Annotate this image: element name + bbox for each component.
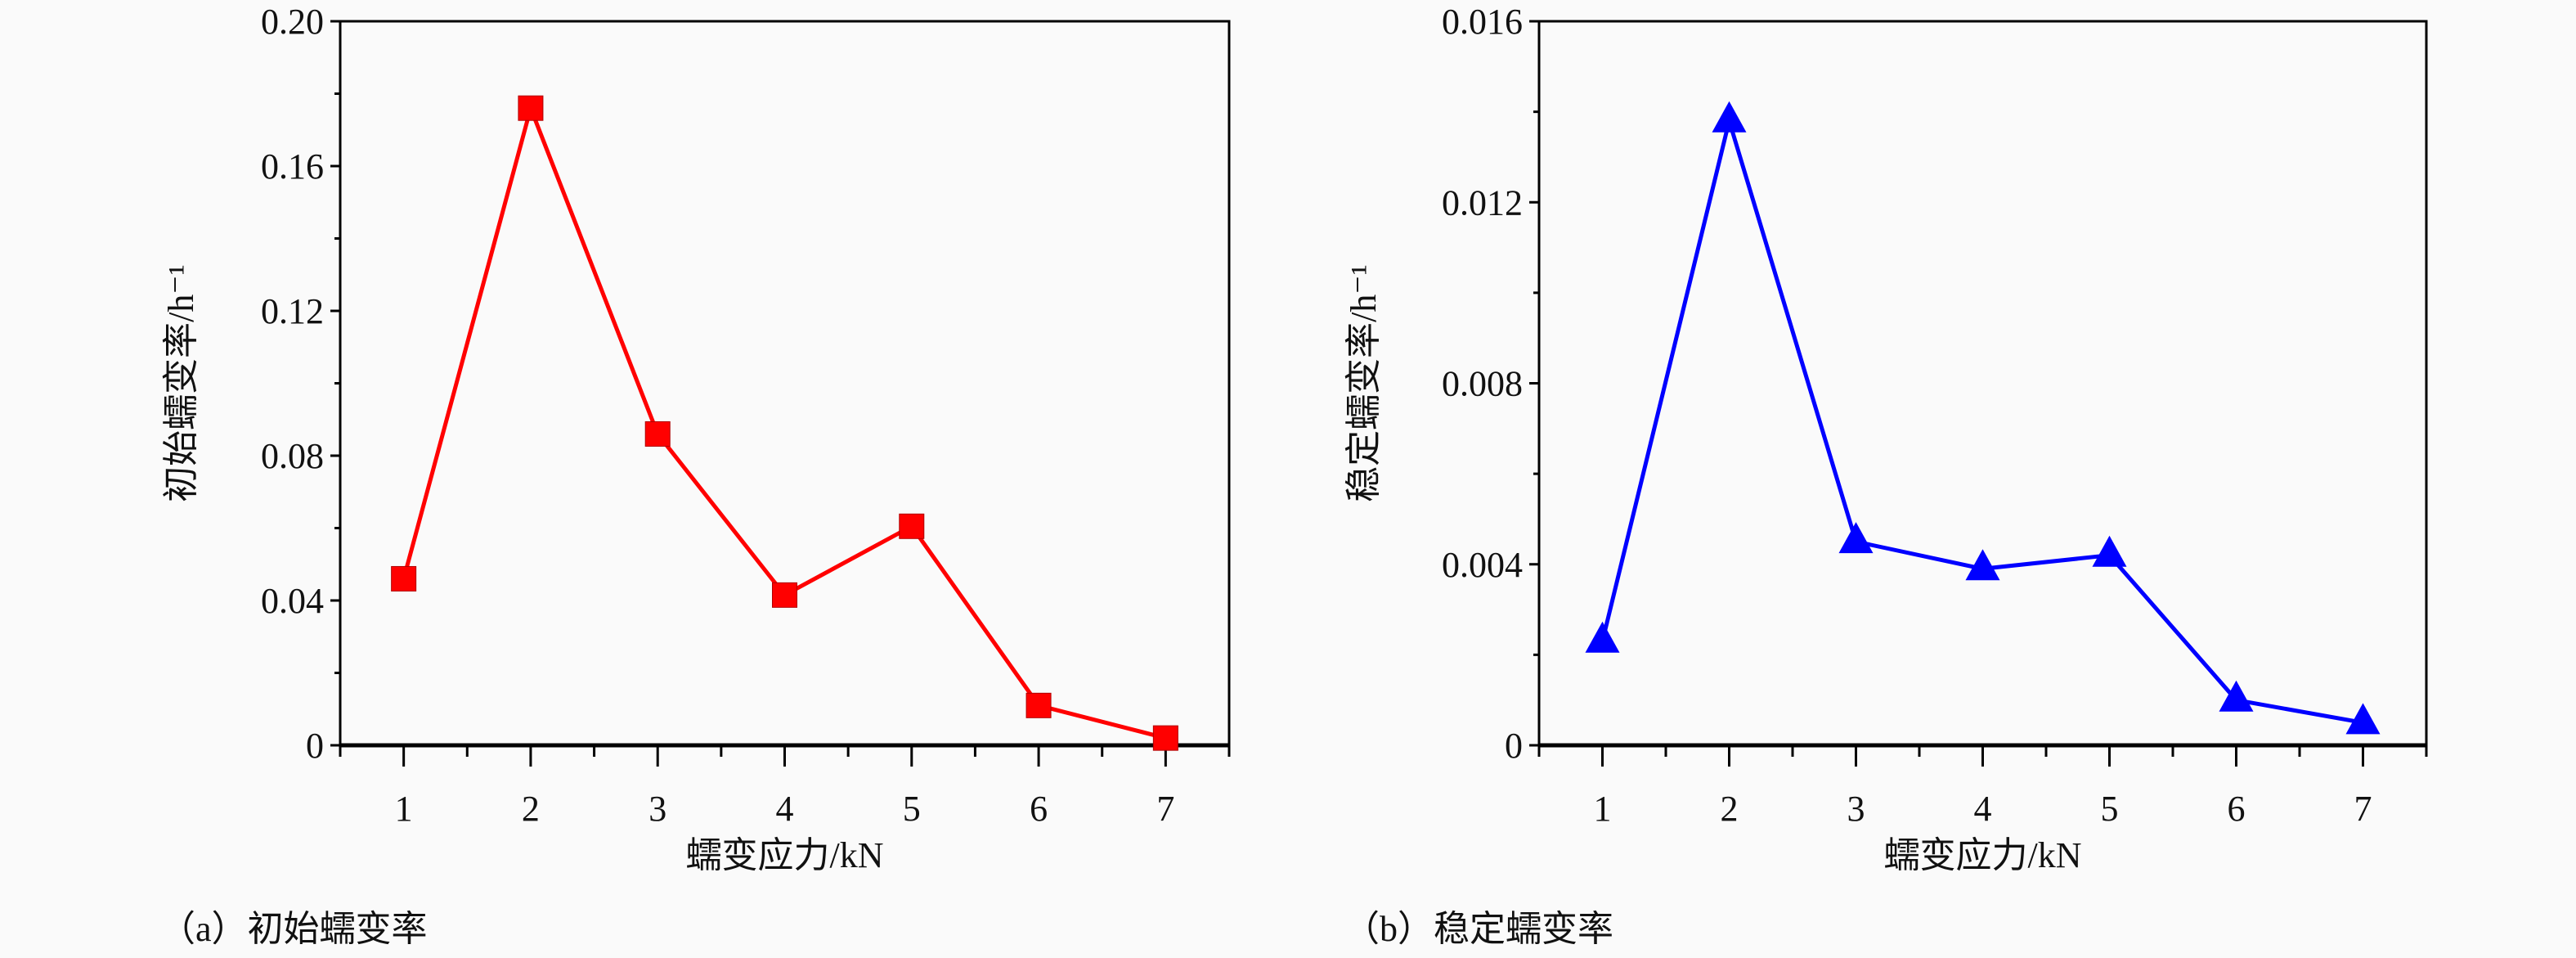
y-axis-title: 初始蠕变率/h⁻¹ — [161, 264, 201, 502]
data-point-square — [1025, 692, 1052, 718]
data-point-triangle — [1838, 522, 1874, 554]
plot-frame — [339, 20, 1231, 747]
y-tick-label: 0.16 — [261, 146, 324, 187]
x-tick-label: 1 — [1594, 789, 1612, 829]
y-tick-label: 0.016 — [1442, 2, 1523, 42]
x-tick-label: 1 — [395, 789, 413, 829]
x-tick-label: 7 — [2354, 789, 2372, 829]
figure-caption: （b）稳定蠕变率 — [1344, 909, 1613, 949]
data-point-triangle — [1965, 549, 2000, 581]
x-tick-label: 3 — [1847, 789, 1865, 829]
x-tick-label: 6 — [1030, 789, 1048, 829]
y-tick-label: 0.004 — [1442, 545, 1523, 585]
x-axis-title: 蠕变应力/kN — [1884, 835, 2082, 875]
figure-caption: （a）初始蠕变率 — [159, 909, 428, 949]
data-point-square — [899, 513, 925, 539]
chart-panel-a: 0 0.04 0.08 0.12 0.16 0.20 1 2 3 4 5 6 7 蠕变应力/kN 初始蠕变率… — [159, 2, 1231, 949]
y-tick-label: 0.04 — [261, 581, 324, 621]
plot-frame — [1537, 20, 2428, 747]
data-point-triangle — [1712, 101, 1747, 133]
x-tick-label: 4 — [776, 789, 794, 829]
data-point-square — [644, 421, 671, 447]
data-point-triangle — [2219, 680, 2254, 712]
x-tick-label: 7 — [1156, 789, 1174, 829]
data-point-triangle — [1585, 621, 1620, 653]
data-point-triangle — [2092, 535, 2127, 567]
y-tick-label: 0 — [1505, 726, 1523, 766]
x-tick-label: 2 — [1721, 789, 1739, 829]
data-point-square — [518, 95, 544, 121]
x-tick-label: 5 — [903, 789, 921, 829]
chart-panel-b: 0 0.004 0.008 0.012 0.016 1 2 3 4 5 6 7 蠕变应力/kN 稳定蠕变率… — [1344, 2, 2428, 949]
data-point-square — [1152, 725, 1178, 751]
x-axis-title: 蠕变应力/kN — [686, 835, 884, 875]
y-tick-label: 0.008 — [1442, 364, 1523, 404]
x-tick-label: 3 — [648, 789, 666, 829]
data-point-triangle — [2345, 703, 2381, 735]
data-point-square — [391, 565, 417, 591]
y-tick-label: 0.20 — [261, 2, 324, 42]
y-tick-label: 0.08 — [261, 436, 324, 476]
y-tick-label: 0.012 — [1442, 182, 1523, 223]
x-tick-label: 6 — [2228, 789, 2246, 829]
y-axis-title: 稳定蠕变率/h⁻¹ — [1344, 264, 1384, 502]
x-tick-label: 2 — [522, 789, 540, 829]
y-tick-label: 0 — [306, 726, 324, 766]
x-tick-label: 4 — [1974, 789, 1992, 829]
x-tick-label: 5 — [2101, 789, 2119, 829]
y-tick-label: 0.12 — [261, 291, 324, 331]
data-point-square — [772, 582, 797, 608]
